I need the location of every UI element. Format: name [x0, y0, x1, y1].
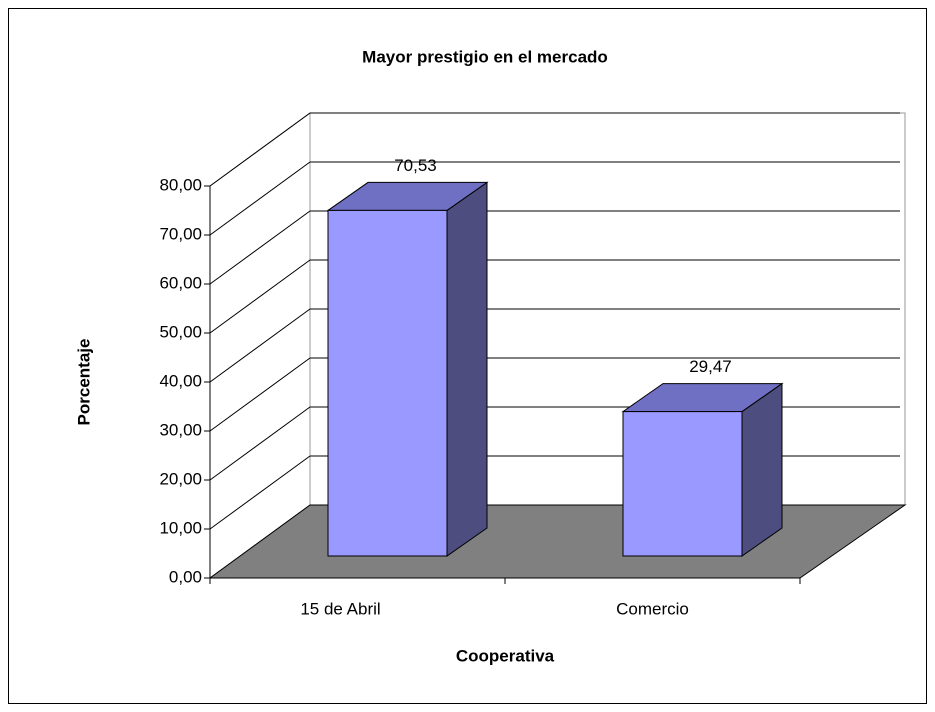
bar-side [741, 382, 783, 557]
y-tick-label: 60,00 [159, 273, 202, 292]
chart-title: Mayor prestigio en el mercado [362, 47, 608, 66]
grid-line [209, 406, 311, 481]
y-tick-label: 10,00 [159, 518, 202, 537]
grid-line [209, 259, 311, 334]
y-tick-label: 80,00 [159, 175, 202, 194]
data-label: 70,53 [394, 156, 437, 175]
x-tick-label: Comercio [616, 599, 689, 618]
x-axis-title: Cooperativa [456, 646, 555, 665]
y-axis-title: Porcentaje [74, 339, 93, 426]
x-tick-label: 15 de Abril [300, 599, 380, 618]
y-tick-label: 20,00 [159, 469, 202, 488]
y-tick-label: 30,00 [159, 420, 202, 439]
y-tick-label: 50,00 [159, 322, 202, 341]
bar [327, 209, 448, 557]
bar [622, 411, 743, 557]
y-tick-label: 40,00 [159, 371, 202, 390]
grid-line [209, 161, 311, 236]
y-tick-label: 70,00 [159, 224, 202, 243]
data-label: 29,47 [689, 357, 732, 376]
grid-line [209, 210, 311, 285]
grid-line [209, 455, 311, 530]
floor [208, 504, 907, 579]
bar-side [446, 181, 488, 557]
grid-line [209, 112, 311, 187]
grid-line [209, 308, 311, 383]
grid-line [209, 357, 311, 432]
y-tick-label: 0,00 [169, 567, 202, 586]
